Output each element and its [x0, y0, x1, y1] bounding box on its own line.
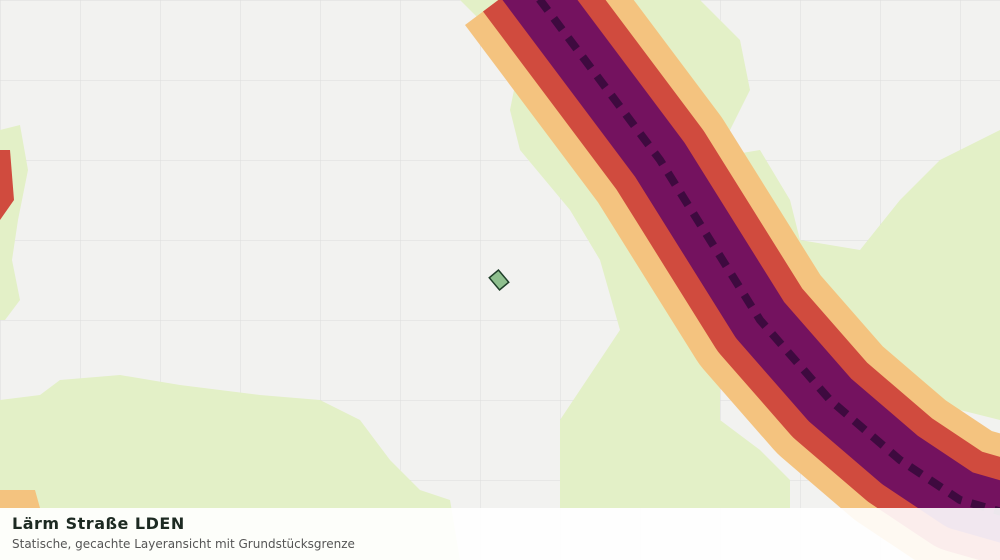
noise-band-edge: [0, 490, 40, 508]
info-panel: Lärm Straße LDEN Statische, gecachte Lay…: [0, 508, 1000, 560]
noise-band-70db: [535, 0, 1000, 516]
layer-title: Lärm Straße LDEN: [12, 514, 185, 533]
noise-band-edge: [0, 150, 14, 220]
parcel-boundary[interactable]: [488, 268, 510, 292]
layer-subtitle: Statische, gecachte Layeransicht mit Gru…: [12, 537, 355, 551]
